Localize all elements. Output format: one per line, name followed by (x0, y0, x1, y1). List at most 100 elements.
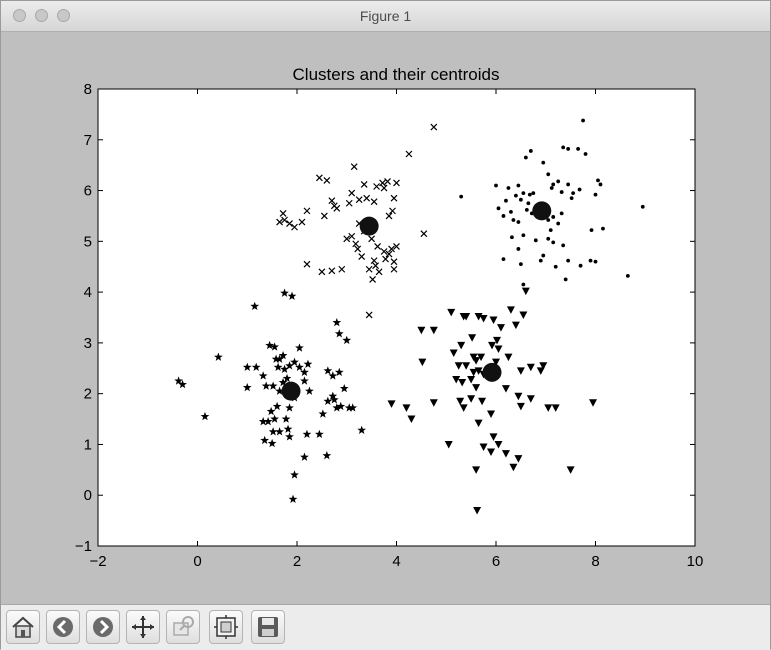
dot-marker-point (583, 152, 588, 156)
y-tick-label: 0 (84, 487, 92, 504)
x-marker-point (291, 223, 298, 231)
star-marker-point (348, 403, 358, 412)
triangle-marker-point (539, 362, 548, 370)
star-marker-point (261, 381, 271, 390)
x-marker-point (279, 209, 287, 217)
figure-canvas[interactable]: Clusters and their centroids −2 0 2 4 6 8 10 −1… (1, 32, 770, 602)
star-marker-point (275, 427, 284, 436)
forward-arrow-icon (93, 617, 113, 637)
zoom-window-button[interactable] (57, 9, 70, 22)
x-marker-point (382, 255, 389, 263)
chart-title: Clusters and their centroids (293, 65, 500, 84)
x-marker-point (384, 177, 391, 185)
x-marker-point (405, 150, 413, 158)
dot-marker-point (577, 187, 582, 192)
triangle-marker-point (526, 363, 535, 372)
pan-button[interactable] (126, 610, 160, 644)
minimize-window-button[interactable] (35, 9, 48, 22)
y-tick-label: 8 (84, 81, 92, 98)
star-marker-point (270, 342, 279, 351)
y-tick-label: 6 (84, 183, 92, 200)
y-tick-label: 5 (84, 233, 92, 250)
star-marker-point (270, 414, 279, 423)
star-marker-point (300, 367, 309, 377)
triangle-marker-point (489, 316, 498, 325)
triangle-marker-point (501, 450, 510, 458)
y-tick-label: −1 (75, 538, 92, 555)
x-marker-point (348, 189, 356, 197)
subplots-button[interactable] (209, 610, 243, 644)
x-marker-point (358, 253, 366, 260)
star-marker-point (242, 382, 252, 392)
x-tick-label: −2 (89, 553, 106, 570)
star-marker-point (273, 362, 283, 371)
triangle-marker-point (458, 378, 467, 387)
triangle-marker-point (494, 345, 503, 353)
back-arrow-icon (53, 617, 73, 637)
star-marker-point (268, 427, 278, 436)
dot-marker-point (501, 257, 506, 262)
triangle-marker-point (407, 415, 416, 424)
star-marker-point (334, 367, 344, 377)
dot-marker-point (504, 198, 508, 203)
star-marker-point (280, 288, 289, 297)
x-marker-point (365, 311, 373, 319)
triangle-marker-point (444, 440, 453, 449)
dot-marker-point (528, 149, 533, 153)
triangle-marker-point (526, 395, 535, 403)
x-marker-point (365, 265, 373, 273)
x-marker-point (374, 242, 382, 250)
zoom-rect-icon (173, 616, 194, 636)
triangle-marker-point (479, 315, 488, 323)
dot-marker-point (556, 221, 561, 226)
forward-button[interactable] (86, 610, 120, 644)
triangle-marker-point (509, 463, 518, 472)
dot-marker-point (551, 182, 556, 187)
star-marker-point (242, 362, 252, 371)
x-marker-point (389, 207, 396, 215)
star-marker-point (288, 494, 298, 504)
dot-marker-point (561, 145, 566, 150)
triangle-marker-point (452, 375, 461, 384)
star-marker-point (275, 354, 284, 363)
dot-marker-point (496, 206, 501, 211)
title-bar[interactable]: Figure 1 (1, 1, 770, 32)
x-tick-label: 6 (492, 553, 500, 570)
triangle-marker-point (473, 506, 482, 515)
x-marker-point (360, 181, 368, 188)
back-button[interactable] (46, 610, 80, 644)
home-button[interactable] (6, 610, 40, 644)
star-marker-point (275, 386, 284, 395)
triangle-marker-point (462, 312, 471, 321)
star-marker-point (329, 395, 339, 404)
star-marker-point (260, 435, 270, 445)
star-marker-point (282, 373, 292, 383)
dot-marker-point (538, 258, 543, 263)
triangle-marker-point (468, 334, 477, 342)
triangle-marker-point (489, 433, 498, 441)
close-window-button[interactable] (13, 9, 26, 22)
x-marker-point (373, 183, 381, 190)
dot-marker-point (601, 226, 605, 231)
star-marker-point (281, 414, 291, 423)
star-marker-point (302, 429, 312, 439)
triangle-marker-point (521, 287, 530, 296)
dot-marker-point (533, 238, 538, 243)
triangle-marker-point (467, 395, 476, 403)
x-marker-point (303, 207, 311, 215)
triangle-marker-point (551, 404, 560, 412)
star-marker-point (251, 362, 261, 371)
dot-marker-point (553, 264, 558, 269)
x-marker-point (350, 163, 358, 171)
star-marker-point (328, 371, 338, 380)
x-marker-point (385, 212, 393, 220)
zoom-button[interactable] (166, 610, 200, 644)
triangle-marker-point (514, 455, 523, 463)
x-marker-point (315, 174, 323, 182)
save-button[interactable] (251, 610, 285, 644)
x-marker-point (388, 245, 395, 253)
x-marker-point (390, 265, 398, 273)
star-marker-point (332, 317, 342, 327)
dot-marker-point (521, 191, 526, 195)
dot-marker-point (549, 186, 554, 190)
